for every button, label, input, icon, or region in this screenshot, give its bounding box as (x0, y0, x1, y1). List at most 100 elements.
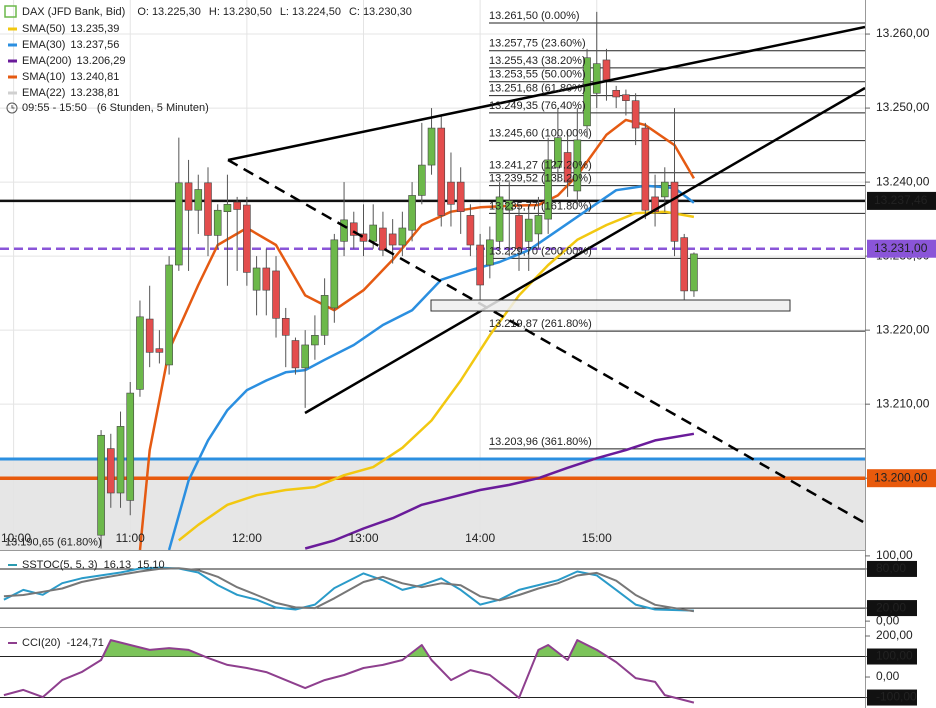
candle-body (116, 426, 125, 494)
candle-body (437, 127, 446, 216)
legend-value: 13.235,39 (70, 23, 119, 35)
axis-label-box (867, 648, 917, 665)
panel-bg (0, 628, 936, 708)
fib-label: 13.261,50 (0.00%) (489, 10, 580, 22)
candle-body (515, 215, 523, 250)
candle-body (583, 57, 591, 127)
indicator-title: SSTOC(5, 5, 3) (22, 559, 98, 571)
candle-body (476, 244, 484, 286)
candle-body (184, 182, 193, 211)
x-tick-label: 10:00 (1, 531, 31, 545)
y-tick-label: 13.240,00 (876, 174, 930, 188)
candle-body (320, 295, 329, 336)
legend-value: 13.240,81 (70, 71, 119, 83)
y-tick-label: 80,00 (876, 561, 906, 575)
zone-box (430, 299, 791, 312)
candle-body (641, 127, 650, 211)
candle-body (534, 215, 543, 235)
candle-body (398, 227, 407, 246)
level-label-box (867, 239, 936, 258)
fib-label: 13.249,35 (76.40%) (489, 100, 586, 112)
candle-body (136, 316, 144, 390)
drawing-tools (227, 25, 865, 525)
candle-body (262, 267, 271, 291)
candle-body (622, 94, 630, 101)
candle-body (243, 204, 251, 273)
level-label: 13.231,00 (874, 241, 928, 255)
candle-body (223, 204, 232, 213)
level-label: 13.200,00 (874, 470, 928, 484)
quote-name: H: (209, 6, 220, 18)
candle-body (369, 224, 378, 242)
candle-body (573, 139, 582, 192)
candle-body (204, 182, 212, 236)
indicator-line (178, 210, 695, 542)
candle-body (175, 182, 183, 266)
candle-body (408, 195, 416, 231)
axis-label-box (867, 689, 917, 706)
oscillator-line (3, 566, 694, 612)
quote-name: C: (349, 6, 360, 18)
candle-body (281, 318, 290, 336)
x-tick-label: 15:00 (582, 531, 612, 545)
quote-name: O: (137, 6, 149, 18)
candle-body (379, 227, 387, 251)
fib-label: 13.241,27 (127.20%) (489, 160, 592, 172)
candle-body (690, 253, 698, 292)
trend-line-dashed (227, 158, 865, 525)
candle-body (631, 100, 640, 129)
fib-label: 13.229,70 (200.00%) (489, 245, 592, 257)
fib-label: 13.235,77 (161.80%) (489, 200, 592, 212)
candle-body (495, 196, 504, 242)
candle-body (612, 90, 620, 98)
candle-body (340, 219, 348, 242)
candle-body (680, 237, 689, 292)
candle-body (291, 340, 300, 369)
indicator-line (304, 432, 695, 550)
oscillator-line (3, 639, 695, 704)
cci-fill (102, 640, 608, 657)
candle-body (388, 233, 397, 246)
candle-body (544, 159, 552, 220)
candle-body (194, 189, 203, 211)
candle-body (447, 181, 455, 205)
quote-value: 13.230,30 (363, 6, 412, 18)
y-tick-label: 0,00 (876, 613, 900, 627)
candle-body (301, 344, 309, 369)
candle-body (272, 270, 280, 319)
candle-body (145, 318, 154, 353)
candle-body (106, 448, 115, 494)
legend-name: EMA(22) (22, 87, 65, 99)
candle-body (97, 434, 105, 536)
candle-body (651, 196, 659, 213)
y-tick-label: 13.210,00 (876, 396, 930, 410)
candle-body (486, 239, 494, 266)
candles (97, 11, 698, 549)
quote-value: 13.225,30 (152, 6, 201, 18)
candle-body (418, 164, 426, 196)
oscillator-line (3, 567, 695, 613)
candle-body (592, 63, 601, 94)
x-tick-label: 14:00 (465, 531, 495, 545)
level-label: 13.237,46 (874, 193, 928, 207)
x-tick-label: 11:00 (116, 531, 145, 545)
fib-label: 13.253,55 (50.00%) (489, 69, 586, 81)
fib-label: 13.203,96 (361.80%) (489, 436, 592, 448)
y-tick-label: 0,00 (876, 669, 900, 683)
candle-body (213, 209, 222, 236)
candle-body (524, 218, 533, 242)
candle-body (252, 267, 261, 291)
fib-label: 13.257,75 (23.60%) (489, 38, 586, 50)
x-tick-label: 13:00 (348, 531, 378, 545)
candle-body (155, 348, 164, 353)
fib-label: 13.245,60 (100.00%) (489, 128, 592, 140)
period: 09:55 - 15:50 (22, 102, 87, 114)
indicator-line (138, 118, 695, 550)
legend-name: SMA(10) (22, 71, 65, 83)
candle-body (670, 181, 679, 242)
fib-label: 13.251,68 (61.80%) (489, 83, 586, 95)
data-layer (0, 11, 865, 704)
quote-name: L: (280, 6, 289, 18)
clock-icon (6, 102, 18, 114)
